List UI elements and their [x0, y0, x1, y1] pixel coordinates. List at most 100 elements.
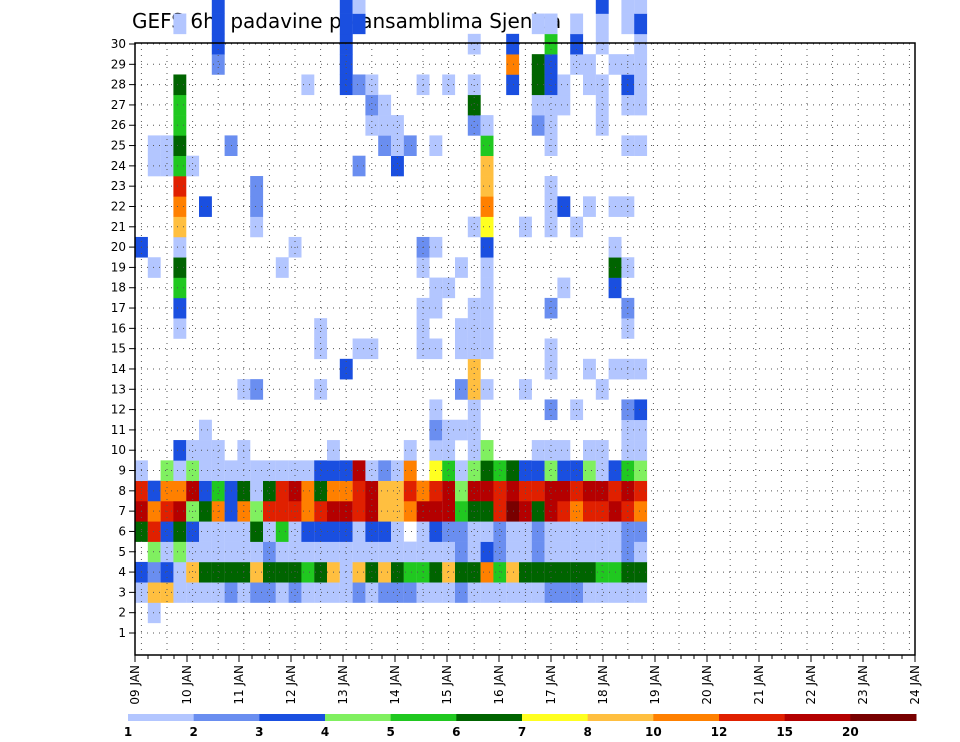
heatmap-cell: [442, 440, 456, 461]
heatmap-cell: [583, 561, 596, 583]
heatmap-cell: [301, 561, 315, 583]
heatmap-cell: [275, 460, 289, 481]
heatmap-cell: [595, 521, 609, 542]
heatmap-cell: [506, 54, 520, 75]
heatmap-cells: [135, 0, 648, 624]
heatmap-cell: [634, 480, 648, 502]
heatmap-cell: [378, 541, 392, 563]
heatmap-cell: [634, 561, 648, 583]
heatmap-cell: [275, 561, 289, 583]
heatmap-cell: [480, 196, 494, 217]
heatmap-cell: [480, 338, 494, 360]
heatmap-cell: [199, 480, 212, 502]
heatmap-cell: [531, 54, 545, 75]
heatmap-cell: [544, 460, 558, 481]
y-tick-label: 23: [111, 179, 126, 193]
heatmap-cell: [365, 74, 379, 96]
heatmap-cell: [442, 521, 456, 542]
heatmap-cell: [378, 521, 392, 542]
heatmap-cell: [186, 541, 200, 563]
heatmap-cell: [595, 460, 609, 481]
heatmap-cell: [531, 13, 545, 35]
heatmap-cell: [595, 561, 609, 583]
heatmap-cell: [378, 115, 392, 136]
heatmap-cell: [199, 500, 212, 522]
heatmap-cell: [365, 521, 379, 542]
x-tick-label: 13 JAN: [336, 665, 350, 705]
heatmap-cell: [531, 74, 545, 96]
heatmap-cell: [480, 297, 494, 319]
y-tick-label: 4: [118, 565, 126, 579]
heatmap-cell: [339, 561, 353, 583]
colorbar-label: 10: [645, 725, 662, 739]
heatmap-cell: [339, 74, 353, 96]
heatmap-cell: [391, 115, 404, 136]
heatmap-cell: [634, 33, 648, 55]
heatmap-cell: [634, 460, 648, 481]
colorbar-swatch: [653, 714, 720, 721]
heatmap-cell: [544, 440, 558, 461]
heatmap-cell: [531, 541, 545, 563]
heatmap-cell: [544, 196, 558, 217]
heatmap-cell: [544, 115, 558, 136]
heatmap-cell: [263, 480, 276, 502]
colorbar-label: 5: [386, 725, 394, 739]
heatmap-cell: [493, 541, 507, 563]
heatmap-cell: [314, 460, 328, 481]
heatmap-cell: [365, 561, 379, 583]
heatmap-cell: [442, 561, 456, 583]
y-tick-label: 10: [111, 443, 126, 457]
heatmap-cell: [583, 541, 596, 563]
heatmap-cell: [250, 460, 264, 481]
heatmap-cell: [275, 541, 289, 563]
heatmap-cell: [288, 541, 302, 563]
heatmap-cell: [531, 521, 545, 542]
heatmap-cell: [275, 500, 289, 522]
heatmap-cell: [301, 74, 315, 96]
heatmap-cell: [186, 561, 200, 583]
heatmap-cell: [211, 33, 225, 55]
heatmap-cell: [365, 94, 379, 116]
heatmap-cell: [391, 480, 404, 502]
heatmap-cell: [467, 379, 481, 400]
heatmap-cell: [250, 521, 264, 542]
heatmap-cell: [570, 582, 584, 603]
y-tick-label: 5: [118, 545, 126, 559]
heatmap-cell: [199, 460, 212, 481]
heatmap-cell: [173, 318, 187, 339]
heatmap-cell: [544, 54, 558, 75]
heatmap-cell: [352, 521, 366, 542]
heatmap-cell: [493, 582, 507, 603]
heatmap-cell: [314, 521, 328, 542]
y-tick-label: 12: [111, 403, 126, 417]
heatmap-cell: [557, 480, 571, 502]
heatmap-cell: [557, 561, 571, 583]
heatmap-cell: [365, 582, 379, 603]
heatmap-cell: [378, 460, 392, 481]
heatmap-cell: [621, 0, 635, 14]
heatmap-cell: [583, 521, 596, 542]
heatmap-cell: [506, 541, 520, 563]
heatmap-cell: [199, 561, 212, 583]
heatmap-cell: [263, 541, 276, 563]
heatmap-cell: [455, 561, 468, 583]
heatmap-cell: [595, 74, 609, 96]
heatmap-cell: [506, 460, 520, 481]
heatmap-cell: [493, 561, 507, 583]
heatmap-cell: [250, 500, 264, 522]
heatmap-cell: [531, 115, 545, 136]
heatmap-cell: [186, 440, 200, 461]
heatmap-cell: [352, 13, 366, 35]
y-tick-label: 14: [111, 362, 126, 376]
heatmap-cell: [544, 561, 558, 583]
heatmap-cell: [634, 582, 648, 603]
heatmap-cell: [634, 358, 648, 380]
colorbar-label: 3: [255, 725, 263, 739]
heatmap-cell: [480, 582, 494, 603]
heatmap-cell: [339, 54, 353, 75]
heatmap-cell: [352, 480, 366, 502]
heatmap-cell: [263, 582, 276, 603]
y-tick-label: 30: [111, 37, 126, 51]
heatmap-cell: [352, 155, 366, 177]
heatmap-cell: [378, 582, 392, 603]
